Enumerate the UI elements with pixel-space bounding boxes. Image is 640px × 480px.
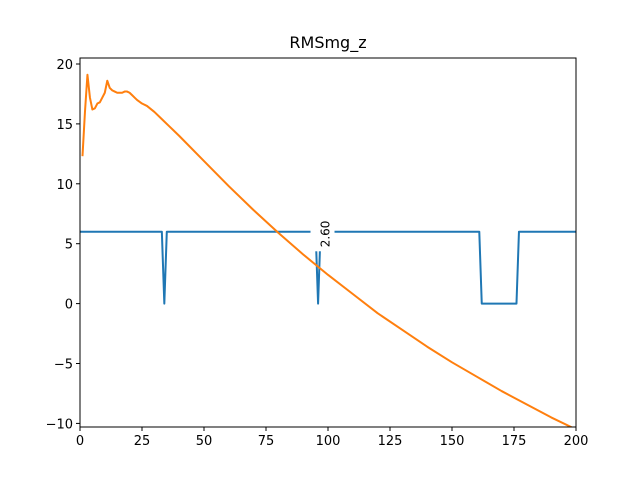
annotation-box [310, 213, 335, 252]
x-tick-label: 100 [316, 434, 341, 449]
x-tick-label: 50 [196, 434, 213, 449]
series-line-2 [81, 73, 574, 427]
y-tick-label: 15 [56, 118, 73, 133]
plot-area [80, 73, 576, 427]
x-tick-label: 150 [440, 434, 465, 449]
x-tick-label: 75 [258, 434, 275, 449]
x-tick-label: 25 [134, 434, 151, 449]
y-tick-label: 20 [56, 58, 73, 73]
y-tick-label: −10 [46, 417, 73, 432]
x-tick-label: 175 [502, 434, 527, 449]
x-tick-label: 200 [564, 434, 589, 449]
x-tick-label: 125 [378, 434, 403, 449]
y-tick-label: 0 [65, 298, 73, 313]
x-tick-label: 0 [76, 434, 84, 449]
annotation-label: 2.60 [319, 221, 333, 248]
annotation-1: 2.60 [310, 213, 335, 252]
chart-title: RMSmg_z [289, 33, 366, 53]
y-tick-label: −5 [54, 358, 73, 373]
y-tick-label: 10 [56, 178, 73, 193]
y-tick-label: 5 [65, 238, 73, 253]
